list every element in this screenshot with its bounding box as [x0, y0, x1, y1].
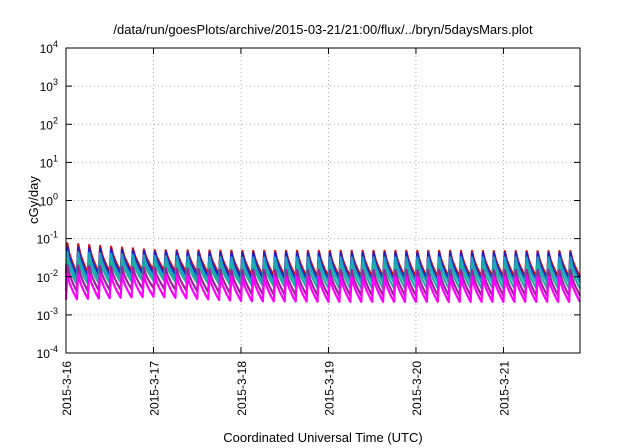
y-tick-label: 102	[40, 115, 58, 132]
series-line-3	[64, 250, 581, 284]
y-tick-label: 10-1	[37, 230, 58, 247]
series-line-4	[64, 257, 581, 290]
x-axis-label: Coordinated Universal Time (UTC)	[223, 430, 422, 445]
x-tick-label: 2015-3-17	[147, 361, 161, 416]
y-tick-label: 10-3	[37, 306, 58, 323]
series-line-2	[64, 246, 581, 282]
x-tick-label: 2015-3-19	[322, 361, 336, 416]
y-axis-label: cGy/day	[26, 176, 41, 224]
y-tick-label: 100	[40, 192, 58, 209]
ticks-group: 10-4 10-3 10-2 10-1 100 101 102 103 104 2015-3-16…	[37, 39, 580, 416]
x-tick-label: 2015-3-18	[235, 361, 249, 416]
chart-title: /data/run/goesPlots/archive/2015-03-21/2…	[113, 22, 533, 37]
series-line-6	[64, 272, 581, 303]
x-tick-label: 2015-3-21	[497, 361, 511, 416]
x-tick-label: 2015-3-16	[60, 361, 74, 416]
y-tick-label: 104	[40, 39, 58, 56]
y-tick-label: 10-2	[37, 268, 58, 285]
series-line-5	[64, 264, 581, 297]
series-group	[64, 242, 581, 303]
y-tick-label: 101	[40, 153, 58, 170]
x-tick-label: 2015-3-20	[410, 361, 424, 416]
y-tick-label: 10-4	[37, 344, 58, 361]
y-tick-label: 103	[40, 77, 58, 94]
